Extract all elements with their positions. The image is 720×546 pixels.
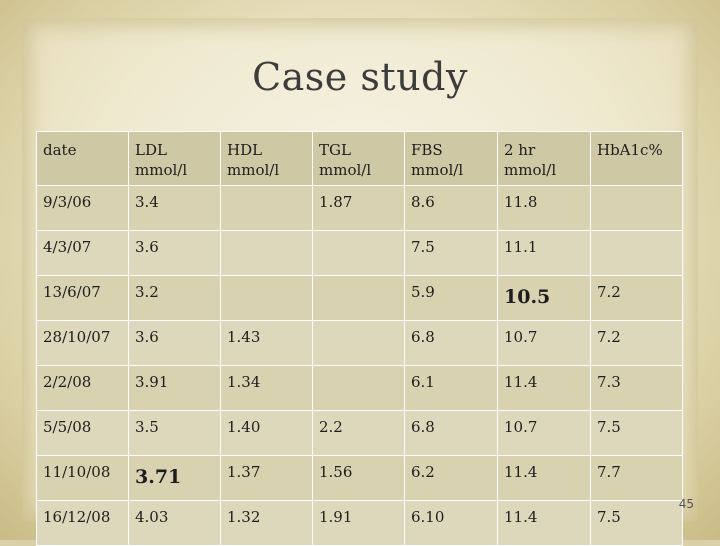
table-header-row: date LDL mmol/l HDL mmol/l TGL mmol/l FBS mmol/l… [36, 131, 683, 186]
table-cell: 11.8 [497, 185, 591, 231]
table-cell: 7.3 [590, 365, 683, 411]
table-cell: 6.1 [404, 365, 498, 411]
column-header-line: mmol/l [411, 161, 464, 179]
table-cell: 28/10/07 [36, 320, 129, 366]
table-cell: 7.5 [404, 230, 498, 276]
table-cell: 3.6 [128, 320, 221, 366]
table-cell: 7.2 [590, 275, 683, 321]
table-cell: 6.10 [404, 500, 498, 546]
column-header-line: mmol/l [135, 161, 188, 179]
table-row: 16/12/08 4.03 1.32 1.91 6.10 11.4 7.5 [36, 500, 683, 546]
table-cell: 8.6 [404, 185, 498, 231]
table-cell: 3.4 [128, 185, 221, 231]
column-header: FBS mmol/l [404, 131, 498, 186]
table-cell: 9/3/06 [36, 185, 129, 231]
table-cell: 2.2 [312, 410, 405, 456]
table-cell: 3.91 [128, 365, 221, 411]
table-cell: 11.4 [497, 365, 591, 411]
table-cell: 11.4 [497, 500, 591, 546]
column-header: LDL mmol/l [128, 131, 221, 186]
table-row: 9/3/06 3.4 1.87 8.6 11.8 [36, 185, 683, 231]
column-header: date [36, 131, 129, 186]
table-cell: 1.37 [220, 455, 313, 501]
table-body: 9/3/06 3.4 1.87 8.6 11.8 4/3/07 3.6 7.5 11.1 13/6… [36, 185, 683, 546]
table-cell [590, 185, 683, 231]
table-cell: 5.9 [404, 275, 498, 321]
column-header: TGL mmol/l [312, 131, 405, 186]
slide-title: Case study [252, 55, 468, 99]
table-cell: 11.4 [497, 455, 591, 501]
page-number: 45 [678, 497, 694, 511]
column-header-line: mmol/l [319, 161, 372, 179]
table-cell: 6.2 [404, 455, 498, 501]
table-cell: 3.2 [128, 275, 221, 321]
table-cell [312, 320, 405, 366]
table-cell: 3.71 [128, 455, 221, 501]
table-row: 2/2/08 3.91 1.34 6.1 11.4 7.3 [36, 365, 683, 411]
table-cell: 3.6 [128, 230, 221, 276]
table-cell: 11.1 [497, 230, 591, 276]
table-cell: 13/6/07 [36, 275, 129, 321]
table-cell: 7.5 [590, 410, 683, 456]
table-cell [220, 230, 313, 276]
table-cell: 1.32 [220, 500, 313, 546]
column-header: HDL mmol/l [220, 131, 313, 186]
table-cell [220, 185, 313, 231]
table-cell [312, 275, 405, 321]
table-cell [220, 275, 313, 321]
table-row: 13/6/07 3.2 5.9 10.5 7.2 [36, 275, 683, 321]
table-row: 11/10/08 3.71 1.37 1.56 6.2 11.4 7.7 [36, 455, 683, 501]
table-cell [590, 230, 683, 276]
lab-results-table: date LDL mmol/l HDL mmol/l TGL mmol/l FBS mmol/l… [36, 131, 683, 546]
table-cell [312, 365, 405, 411]
column-header-line: TGL [319, 141, 351, 159]
table-row: 5/5/08 3.5 1.40 2.2 6.8 10.7 7.5 [36, 410, 683, 456]
table-cell: 4.03 [128, 500, 221, 546]
table-cell: 6.8 [404, 320, 498, 366]
table-cell: 7.2 [590, 320, 683, 366]
table-cell: 6.8 [404, 410, 498, 456]
column-header-line: mmol/l [504, 161, 557, 179]
table-cell: 1.56 [312, 455, 405, 501]
column-header-line: mmol/l [227, 161, 280, 179]
column-header-line: date [43, 141, 77, 159]
table-cell: 5/5/08 [36, 410, 129, 456]
table-cell: 4/3/07 [36, 230, 129, 276]
column-header: HbA1c% [590, 131, 683, 186]
table-cell: 7.7 [590, 455, 683, 501]
column-header-line: LDL [135, 141, 167, 159]
column-header-line: HDL [227, 141, 263, 159]
table-cell: 1.91 [312, 500, 405, 546]
table-cell: 10.7 [497, 410, 591, 456]
table-cell: 7.5 [590, 500, 683, 546]
column-header-line: FBS [411, 141, 443, 159]
column-header-line: 2 hr [504, 141, 536, 159]
table-cell: 1.87 [312, 185, 405, 231]
table-row: 28/10/07 3.6 1.43 6.8 10.7 7.2 [36, 320, 683, 366]
column-header-line: HbA1c% [597, 141, 663, 159]
table-cell: 16/12/08 [36, 500, 129, 546]
table-row: 4/3/07 3.6 7.5 11.1 [36, 230, 683, 276]
table-cell: 1.34 [220, 365, 313, 411]
table-cell: 2/2/08 [36, 365, 129, 411]
column-header: 2 hr mmol/l [497, 131, 591, 186]
table-cell: 10.5 [497, 275, 591, 321]
table-cell [312, 230, 405, 276]
table-cell: 3.5 [128, 410, 221, 456]
table-cell: 10.7 [497, 320, 591, 366]
table-cell: 1.43 [220, 320, 313, 366]
table-cell: 11/10/08 [36, 455, 129, 501]
table-cell: 1.40 [220, 410, 313, 456]
